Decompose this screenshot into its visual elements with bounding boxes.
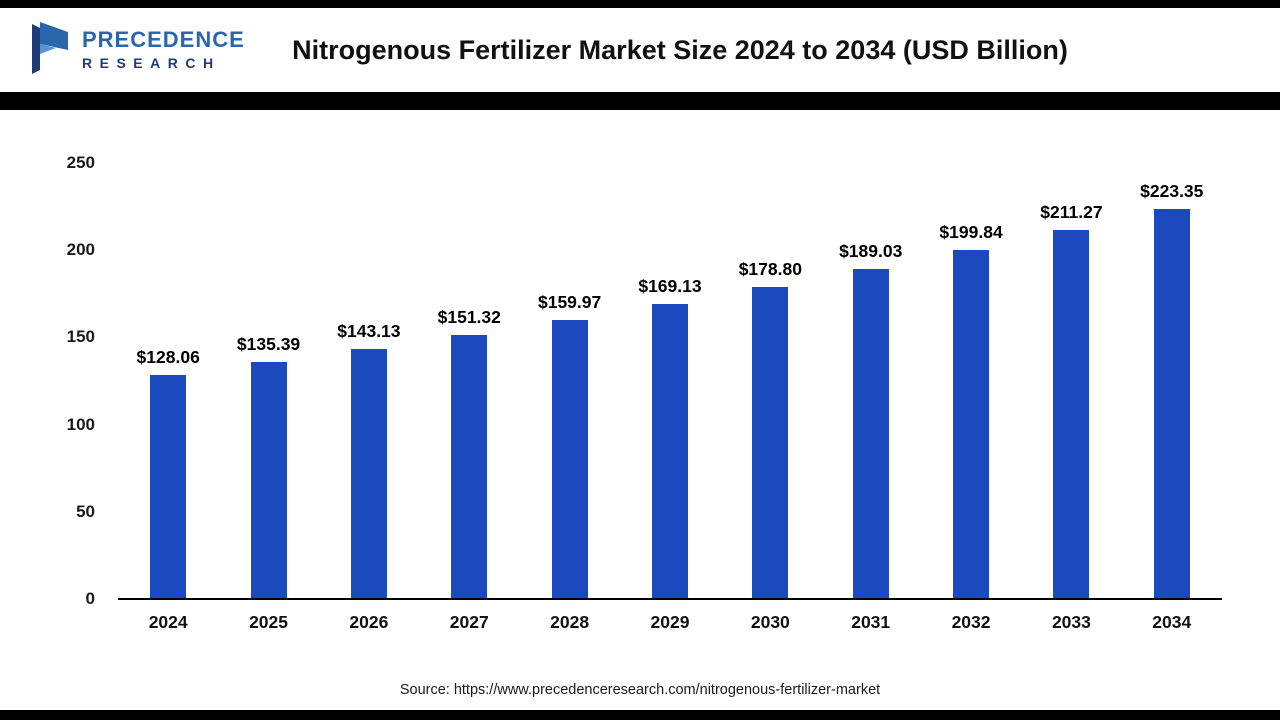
bar-value-label: $223.35: [1140, 181, 1204, 202]
bar-value-label: $143.13: [337, 320, 401, 341]
x-axis-label: 2027: [449, 612, 489, 632]
bar-slot: $178.80: [720, 163, 820, 598]
x-axis-label: 2029: [650, 612, 690, 632]
bar-slot: $211.27: [1021, 163, 1121, 598]
x-axis-label: 2026: [349, 612, 389, 632]
y-axis-tick-label: 250: [66, 153, 95, 172]
x-axis-label: 2031: [851, 612, 891, 632]
bar-slot: $223.35: [1122, 163, 1222, 598]
logo-line1: PRECEDENCE: [82, 26, 245, 52]
plot-area: 0 50 100 150 200 250 $128.06 $135.39 $143.13 $15…: [67, 153, 1222, 632]
chart-title: Nitrogenous Fertilizer Market Size 2024 …: [292, 34, 1068, 65]
bar-value-label: $135.39: [236, 334, 301, 355]
x-axis-label: 2033: [1051, 612, 1091, 632]
precedence-logo-icon: [32, 22, 68, 74]
logo-text: PRECEDENCE RESEARCH: [82, 27, 245, 71]
x-axis: 2024 2025 2026 2027 2028 2029 2030 2031 2032 2033…: [118, 612, 1222, 633]
x-axis-label: 2032: [951, 612, 991, 632]
bar-2028: [551, 319, 588, 598]
y-axis: 0 50 100 150 200 250: [50, 153, 105, 608]
y-axis-tick-label: 150: [66, 327, 95, 347]
x-axis-label: 2025: [249, 612, 288, 632]
bar-2032: [953, 250, 990, 598]
bar-2031: [852, 269, 889, 598]
bar-value-label: $159.97: [537, 291, 602, 312]
bar-slot: $159.97: [519, 163, 619, 598]
y-axis-tick-label: 200: [66, 240, 95, 260]
bar-2033: [1053, 230, 1090, 598]
bar-slot: $199.84: [921, 163, 1021, 598]
bars-container: $128.06 $135.39 $143.13 $151.32 $159.97 $169.…: [118, 163, 1222, 598]
header-divider: [0, 92, 1280, 110]
y-axis-tick-label: 0: [85, 589, 95, 608]
bar-slot: $128.06: [118, 163, 218, 598]
bottom-border: [0, 710, 1280, 720]
bar-value-label: $178.80: [738, 258, 802, 279]
bar-slot: $135.39: [218, 163, 318, 598]
bar-slot: $143.13: [319, 163, 419, 598]
x-axis-label: 2030: [750, 612, 790, 632]
bar-2030: [752, 286, 789, 598]
bar-value-label: $128.06: [136, 347, 200, 368]
x-axis-label: 2024: [148, 612, 188, 632]
precedence-research-logo: PRECEDENCE RESEARCH: [26, 20, 245, 78]
bar-value-label: $199.84: [939, 222, 1003, 243]
bar-2026: [350, 348, 387, 598]
bar-value-label: $169.13: [638, 275, 702, 296]
source-line: Source: https://www.precedenceresearch.c…: [399, 682, 881, 698]
bar-slot: $151.32: [419, 163, 519, 598]
bar-slot: $169.13: [620, 163, 720, 598]
bar-2027: [451, 334, 488, 598]
bar-value-label: $151.32: [437, 306, 501, 327]
bar-value-label: $189.03: [839, 241, 903, 262]
y-axis-tick-label: 100: [66, 414, 95, 434]
y-axis-tick-label: 50: [76, 501, 95, 521]
header: PRECEDENCE RESEARCH Nitrogenous Fertiliz…: [0, 8, 1280, 92]
x-axis-label: 2034: [1152, 612, 1192, 632]
bar-slot: $189.03: [821, 163, 921, 598]
bar-2034: [1153, 209, 1190, 598]
bar-2025: [250, 362, 287, 598]
logo-line2: RESEARCH: [82, 55, 221, 72]
bar-2029: [651, 303, 688, 598]
bar-2024: [150, 375, 187, 598]
x-axis-label: 2028: [550, 612, 590, 632]
top-border: [0, 0, 1280, 8]
bar-value-label: $211.27: [1040, 202, 1103, 223]
